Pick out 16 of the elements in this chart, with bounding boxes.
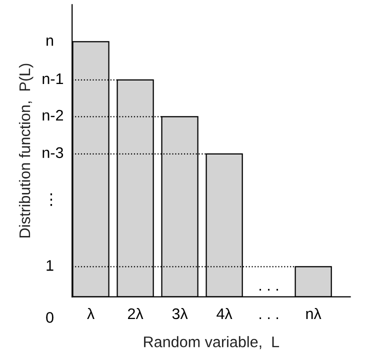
text: n: [46, 38, 54, 46]
x-tick-label: nλ: [306, 308, 322, 320]
x-tick-label: λ: [87, 308, 94, 320]
text: ⋮: [50, 193, 52, 206]
text: n-1: [42, 74, 64, 84]
annotation: . . .: [260, 288, 278, 291]
text: n-3: [42, 147, 64, 158]
x-tick-label: 4λ: [216, 308, 232, 320]
text: 0: [46, 312, 54, 323]
x-tick-label: 2λ: [128, 308, 144, 320]
x-axis-title: Random variable, L: [144, 336, 280, 350]
text: n-2: [42, 110, 63, 121]
y-axis-title: Distribution function, P(L): [18, 64, 34, 238]
text: 1: [46, 260, 54, 271]
x-tick-label: 3λ: [172, 308, 188, 320]
x-tick-label: . . .: [260, 317, 278, 320]
